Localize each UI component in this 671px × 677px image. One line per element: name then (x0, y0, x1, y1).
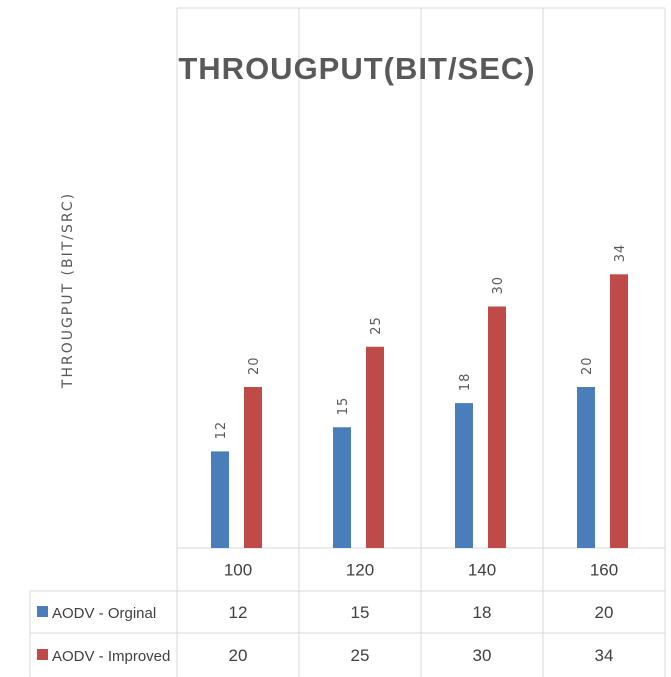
chart-title: THROUGPUT(BIT/SEC) (178, 51, 535, 86)
table-cell: 25 (351, 646, 370, 665)
table-cell: 15 (351, 603, 370, 622)
bars (211, 274, 628, 548)
bar-aodv-orginal-160 (577, 387, 595, 548)
table-cell: 34 (595, 646, 614, 665)
category-label: 100 (224, 561, 252, 580)
data-label: 15 (336, 397, 351, 416)
category-label: 120 (346, 561, 374, 580)
bar-aodv-orginal-120 (333, 427, 351, 548)
table-cell: 18 (473, 603, 492, 622)
data-labels: 12 15 18 20 20 25 30 34 (214, 244, 628, 440)
category-label: 160 (590, 561, 618, 580)
legend-key-aodv-improved (37, 649, 48, 660)
data-label: 20 (580, 356, 595, 375)
table-cell: 20 (595, 603, 614, 622)
data-label: 12 (214, 421, 229, 440)
data-label: 25 (369, 316, 384, 335)
data-label: 34 (613, 244, 628, 263)
bar-aodv-orginal-100 (211, 451, 229, 548)
table-cell: 20 (229, 646, 248, 665)
legend-label: AODV - Orginal (52, 605, 156, 622)
data-label: 18 (458, 373, 473, 392)
legend-label: AODV - Improved (52, 648, 170, 665)
category-label: 140 (468, 561, 496, 580)
y-axis-label: THROUGPUT (BIT/SRC) (60, 192, 76, 389)
table-cell: 12 (229, 603, 248, 622)
legend-key-aodv-orginal (37, 606, 48, 617)
data-label: 30 (491, 276, 506, 295)
bar-aodv-improved-160 (610, 274, 628, 548)
data-table: 100 120 140 160 AODV - Orginal 12 15 18 20 AODV -… (37, 561, 618, 665)
bar-aodv-improved-140 (488, 306, 506, 548)
bar-aodv-improved-120 (366, 346, 384, 548)
data-label: 20 (247, 356, 262, 375)
bar-aodv-improved-100 (244, 387, 262, 548)
bar-aodv-orginal-140 (455, 403, 473, 548)
table-cell: 30 (473, 646, 492, 665)
